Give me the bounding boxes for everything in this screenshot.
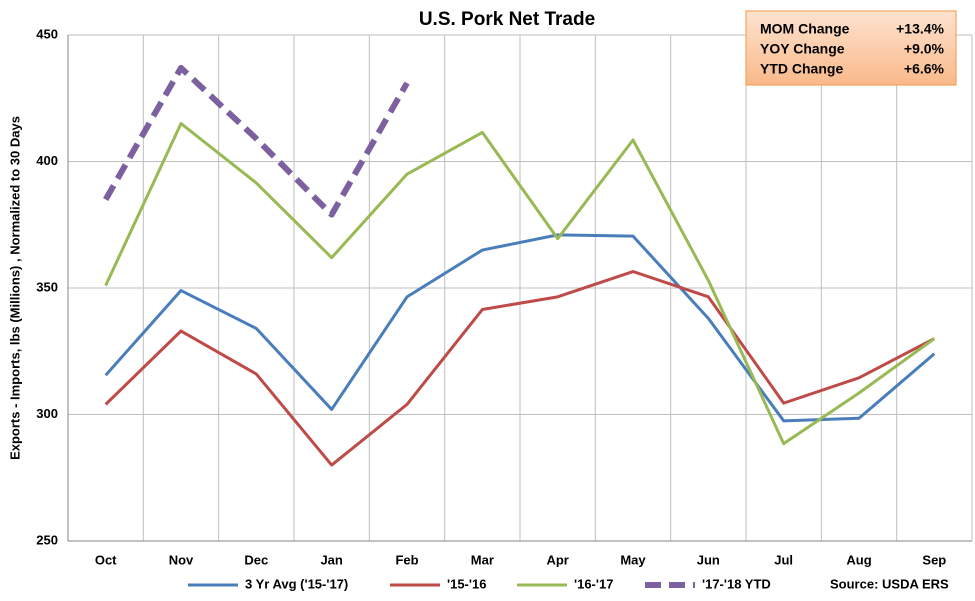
stat-label: YOY Change (760, 41, 845, 57)
stat-label: MOM Change (760, 21, 850, 37)
x-tick-label: Mar (471, 552, 494, 567)
x-tick-label: Oct (95, 552, 117, 567)
stat-label: YTD Change (760, 61, 843, 77)
y-tick-label: 450 (36, 26, 58, 41)
stat-value: +9.0% (904, 41, 945, 57)
x-tick-label: Jul (774, 552, 793, 567)
y-tick-label: 300 (36, 406, 58, 421)
series-line (104, 233, 936, 423)
x-tick-label: Feb (395, 552, 418, 567)
x-tick-label: Jun (697, 552, 720, 567)
x-tick-label: May (620, 552, 646, 567)
y-axis-label: Exports - Imports, lbs (Millions) , Norm… (7, 116, 22, 460)
x-tick-label: Nov (169, 552, 194, 567)
legend-label: '16-'17 (574, 576, 613, 591)
x-tick-label: Jan (320, 552, 342, 567)
source: Source: USDA ERS (830, 576, 949, 591)
y-tick-label: 350 (36, 279, 58, 294)
x-tick-label: Sep (922, 552, 946, 567)
stats-box-bg (745, 10, 957, 86)
x-tick-label: Apr (546, 552, 568, 567)
y-tick-label: 250 (36, 532, 58, 547)
x-tick-label: Dec (244, 552, 268, 567)
legend-label: '15-'16 (447, 576, 486, 591)
legend-label: '17-'18 YTD (702, 576, 771, 591)
series-line (103, 64, 410, 218)
chart-title: U.S. Pork Net Trade (419, 9, 595, 30)
x-tick-label: Aug (846, 552, 871, 567)
stat-value: +13.4% (896, 21, 944, 37)
y-tick-label: 400 (36, 153, 58, 168)
series-line (104, 270, 936, 467)
stats-box: MOM Change +13.4% YOY Change +9.0% YTD Chang… (745, 10, 957, 86)
series-line (104, 122, 936, 446)
legend-label: 3 Yr Avg ('15-'17) (245, 576, 348, 591)
stat-value: +6.6% (904, 61, 945, 77)
